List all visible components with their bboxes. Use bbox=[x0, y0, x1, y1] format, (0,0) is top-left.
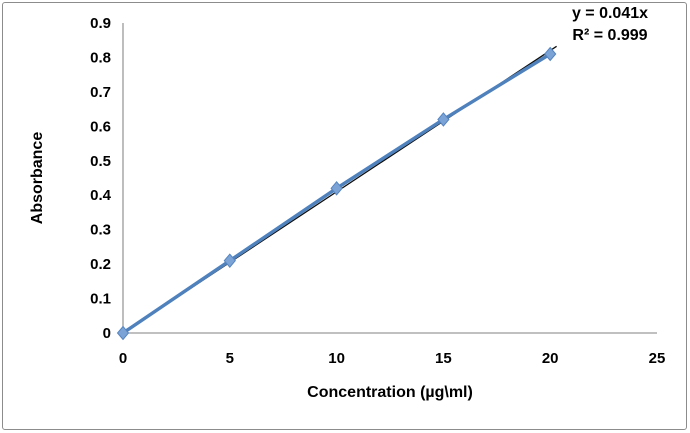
x-tick-label: 0 bbox=[119, 350, 127, 367]
y-axis-title: Absorbance bbox=[29, 131, 46, 225]
x-tick-label: 25 bbox=[649, 350, 666, 367]
data-point-marker bbox=[223, 253, 236, 268]
x-tick-label: 15 bbox=[435, 350, 452, 367]
trendline-equation-text: y = 0.041x bbox=[571, 5, 649, 22]
x-tick-label: 10 bbox=[328, 350, 345, 367]
y-tick-label: 0.6 bbox=[90, 118, 111, 135]
y-tick-label: 0.1 bbox=[90, 291, 111, 308]
data-point-marker bbox=[544, 46, 557, 62]
y-tick-label: 0.7 bbox=[90, 84, 111, 101]
data-point-marker bbox=[330, 181, 343, 196]
y-tick-label: 0 bbox=[103, 325, 111, 342]
y-tick-label: 0.3 bbox=[90, 222, 111, 239]
x-tick-label: 20 bbox=[542, 350, 559, 367]
data-point-marker bbox=[437, 112, 450, 127]
y-tick-label: 0.4 bbox=[90, 187, 112, 204]
r-squared-text: R² = 0.999 bbox=[572, 27, 648, 44]
trendline-label: y = 0.041x R² = 0.999 bbox=[540, 3, 680, 47]
x-tick-label: 5 bbox=[226, 350, 234, 367]
y-tick-label: 0.8 bbox=[90, 49, 111, 66]
y-tick-label: 0.9 bbox=[90, 15, 111, 32]
y-tick-label: 0.5 bbox=[90, 153, 111, 170]
x-axis-title: Concentration (µg\ml) bbox=[307, 384, 473, 401]
y-tick-label: 0.2 bbox=[90, 256, 111, 273]
data-point-marker bbox=[116, 325, 130, 341]
